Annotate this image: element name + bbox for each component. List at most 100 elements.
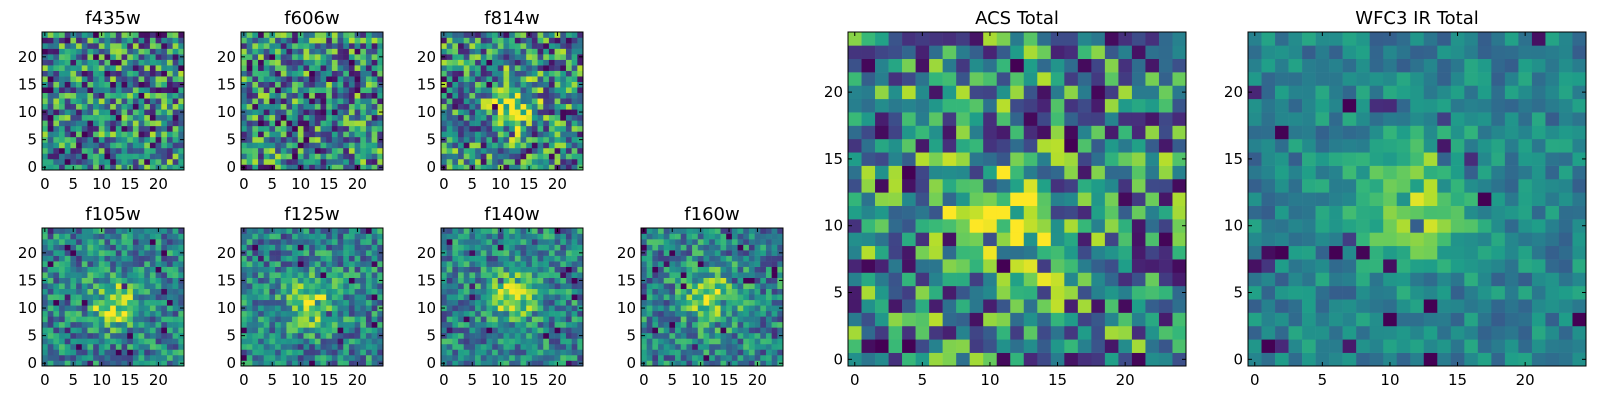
pixel-cell	[737, 305, 744, 312]
pixel-cell	[121, 305, 128, 312]
pixel-cell	[93, 103, 100, 110]
pixel-cell	[537, 125, 544, 132]
pixel-cell	[441, 327, 447, 334]
pixel-cell	[76, 288, 83, 295]
pixel-cell	[737, 288, 744, 295]
pixel-cell	[1172, 219, 1187, 233]
pixel-cell	[692, 288, 699, 295]
pixel-cell	[371, 32, 378, 38]
x-tick-label: 20	[548, 371, 567, 389]
pixel-cell	[526, 272, 533, 278]
pixel-cell	[280, 164, 287, 171]
pixel-cell	[47, 65, 54, 71]
pixel-cell	[354, 338, 361, 345]
pixel-cell	[64, 283, 71, 290]
pixel-cell	[646, 277, 653, 284]
pixel-cell	[571, 316, 578, 323]
pixel-cell	[543, 283, 550, 290]
pixel-cell	[149, 233, 156, 240]
pixel-cell	[480, 37, 487, 44]
pixel-cell	[320, 37, 327, 44]
pixel-cell	[110, 299, 117, 306]
pixel-cell	[520, 354, 527, 361]
pixel-cell	[292, 153, 299, 160]
x-tick-label: 10	[92, 175, 111, 193]
pixel-cell	[1091, 205, 1106, 220]
pixel-cell	[121, 98, 128, 105]
pixel-cell	[110, 98, 117, 105]
pixel-cell	[1145, 165, 1160, 180]
pixel-cell	[475, 92, 482, 99]
pixel-cell	[531, 239, 538, 245]
pixel-cell	[475, 125, 482, 132]
pixel-cell	[53, 316, 60, 323]
pixel-cell	[548, 76, 555, 82]
pixel-cell	[371, 321, 378, 328]
pixel-cell	[929, 285, 943, 300]
pixel-cell	[565, 349, 572, 356]
pixel-cell	[480, 76, 487, 82]
pixel-cell	[503, 349, 510, 356]
pixel-cell	[280, 125, 287, 132]
pixel-cell	[446, 244, 453, 251]
pixel-cell	[737, 310, 744, 317]
pixel-cell	[252, 332, 259, 339]
pixel-cell	[1023, 325, 1038, 340]
pixel-cell	[669, 239, 676, 245]
pixel-cell	[320, 261, 327, 267]
pixel-cell	[497, 338, 504, 345]
pixel-cell	[337, 332, 344, 339]
pixel-cell	[520, 305, 527, 312]
pixel-cell	[81, 131, 88, 138]
pixel-cell	[87, 37, 94, 44]
pixel-cell	[720, 305, 727, 312]
pixel-cell	[297, 37, 304, 44]
pixel-cell	[149, 228, 156, 234]
pixel-cell	[731, 354, 738, 361]
pixel-cell	[902, 325, 916, 340]
pixel-cell	[93, 136, 100, 143]
pixel-cell	[548, 37, 555, 44]
pixel-cell	[166, 76, 173, 82]
pixel-cell	[714, 332, 721, 339]
pixel-cell	[132, 153, 139, 160]
pixel-cell	[155, 92, 162, 99]
pixel-cell	[446, 277, 453, 284]
pixel-cell	[149, 354, 156, 361]
pixel-cell	[93, 131, 100, 138]
pixel-cell	[463, 120, 470, 127]
pixel-cell	[331, 299, 338, 306]
pixel-cell	[241, 299, 247, 306]
pixel-cell	[754, 310, 761, 317]
pixel-cell	[252, 310, 259, 317]
pixel-cell	[360, 92, 367, 99]
pixel-cell	[292, 244, 299, 251]
pixel-cell	[292, 54, 299, 60]
pixel-cell	[64, 266, 71, 273]
pixel-cell	[548, 277, 555, 284]
pixel-cell	[337, 164, 344, 171]
pixel-cell	[754, 233, 761, 240]
pixel-cell	[371, 233, 378, 240]
pixel-cell	[492, 87, 499, 94]
pixel-cell	[458, 59, 465, 66]
pixel-cell	[337, 299, 344, 306]
pixel-cell	[969, 299, 984, 313]
pixel-cell	[748, 321, 755, 328]
pixel-cell	[446, 305, 453, 312]
pixel-cell	[509, 261, 516, 267]
pixel-cell	[70, 233, 77, 240]
pixel-cell	[303, 153, 310, 160]
pixel-cell	[737, 343, 744, 350]
pixel-cell	[161, 54, 168, 60]
pixel-cell	[314, 158, 321, 165]
pixel-cell	[178, 142, 185, 149]
pixel-cell	[42, 70, 48, 77]
pixel-cell	[480, 250, 487, 256]
pixel-cell	[543, 109, 550, 116]
pixel-cell	[121, 131, 128, 138]
pixel-cell	[686, 327, 693, 334]
pixel-cell	[929, 205, 943, 220]
pixel-cell	[59, 92, 66, 99]
